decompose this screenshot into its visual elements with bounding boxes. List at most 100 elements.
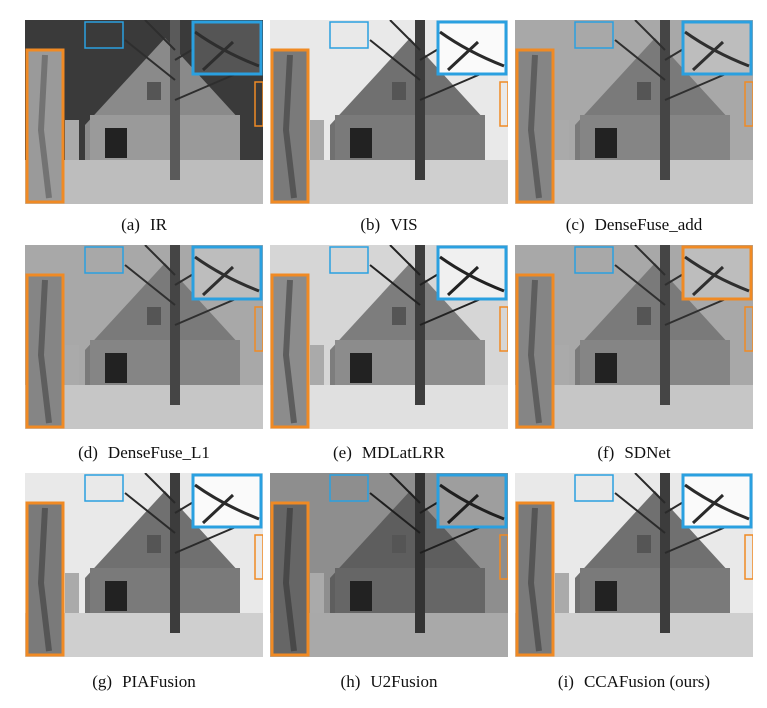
caption-tag: (e) [333,443,352,462]
panel-c [515,20,753,204]
scene-image [515,245,753,429]
orange-zoom-branch [527,279,542,424]
caption-tag: (b) [360,215,381,234]
scene-image [270,473,508,657]
orange-zoom-inset [515,273,555,429]
orange-zoom-branch [282,507,297,652]
blue-zoom-inset [436,473,508,529]
caption-label: SDNet [624,443,671,462]
caption-label: U2Fusion [370,672,438,691]
caption-g: (g) PIAFusion [25,672,263,692]
orange-zoom-inset [270,273,310,429]
gravestone [310,573,324,613]
caption-tag: (a) [121,215,140,234]
scene-image [25,473,263,657]
scene-image [515,20,753,204]
caption-label: CCAFusion (ours) [583,672,711,691]
blue-roi-box [574,474,614,502]
panel-g [25,473,263,657]
caption-label: DenseFuse_L1 [107,443,210,462]
blue-roi-box [329,474,369,502]
orange-roi-box [499,534,508,580]
blue-zoom-branch [194,255,260,297]
panel-f [515,245,753,429]
blue-zoom-branch [684,483,750,525]
window [392,307,406,325]
blue-zoom-branch [684,255,750,297]
caption-h: (h) U2Fusion [270,672,508,692]
gravestone [310,120,324,160]
panel-a [25,20,263,204]
blue-roi-box [574,246,614,274]
caption-label: DenseFuse_add [594,215,703,234]
gravestone [65,120,79,160]
gravestone [65,345,79,385]
caption-c: (c) DenseFuse_add [515,215,753,235]
caption-tag: (g) [92,672,113,691]
blue-zoom-inset [681,473,753,529]
orange-zoom-inset [515,501,555,657]
caption-a: (a) IR [25,215,263,235]
window [147,307,161,325]
blue-zoom-branch [439,255,505,297]
caption-b: (b) VIS [270,215,508,235]
window [147,535,161,553]
blue-zoom-inset [436,20,508,76]
door [595,128,617,158]
blue-zoom-inset [681,245,753,301]
door [105,581,127,611]
scene-image [270,245,508,429]
window [147,82,161,100]
orange-zoom-branch [37,54,52,199]
caption-label: MDLatLRR [361,443,445,462]
blue-zoom-branch [194,30,260,72]
blue-roi-box [84,21,124,49]
ground [25,160,263,204]
window [392,535,406,553]
orange-roi-box [499,81,508,127]
blue-roi-box [84,246,124,274]
caption-label: PIAFusion [122,672,196,691]
orange-zoom-branch [282,54,297,199]
blue-zoom-inset [436,245,508,301]
ground [270,160,508,204]
caption-tag: (d) [78,443,98,462]
door [595,353,617,383]
orange-zoom-inset [25,501,65,657]
blue-roi-box [329,246,369,274]
gravestone [65,573,79,613]
caption-tag: (i) [557,672,574,691]
scene-image [25,245,263,429]
door [105,353,127,383]
orange-roi-box [744,81,753,127]
scene-image [270,20,508,204]
caption-d: (d) DenseFuse_L1 [25,443,263,463]
door [595,581,617,611]
ground [25,385,263,429]
orange-roi-box [254,81,263,127]
ground [270,613,508,657]
blue-zoom-inset [191,20,263,76]
blue-zoom-inset [191,245,263,301]
orange-zoom-inset [25,48,65,204]
blue-roi-box [329,21,369,49]
orange-zoom-branch [37,507,52,652]
orange-zoom-inset [25,273,65,429]
blue-zoom-inset [191,473,263,529]
orange-zoom-inset [270,48,310,204]
door [350,128,372,158]
caption-tag: (h) [340,672,361,691]
window [637,307,651,325]
orange-zoom-branch [527,507,542,652]
door [350,581,372,611]
blue-zoom-branch [439,30,505,72]
window [392,82,406,100]
window [637,82,651,100]
scene-image [515,473,753,657]
door [350,353,372,383]
blue-zoom-branch [439,483,505,525]
door [105,128,127,158]
blue-zoom-branch [684,30,750,72]
caption-label: IR [149,215,167,234]
panel-d [25,245,263,429]
